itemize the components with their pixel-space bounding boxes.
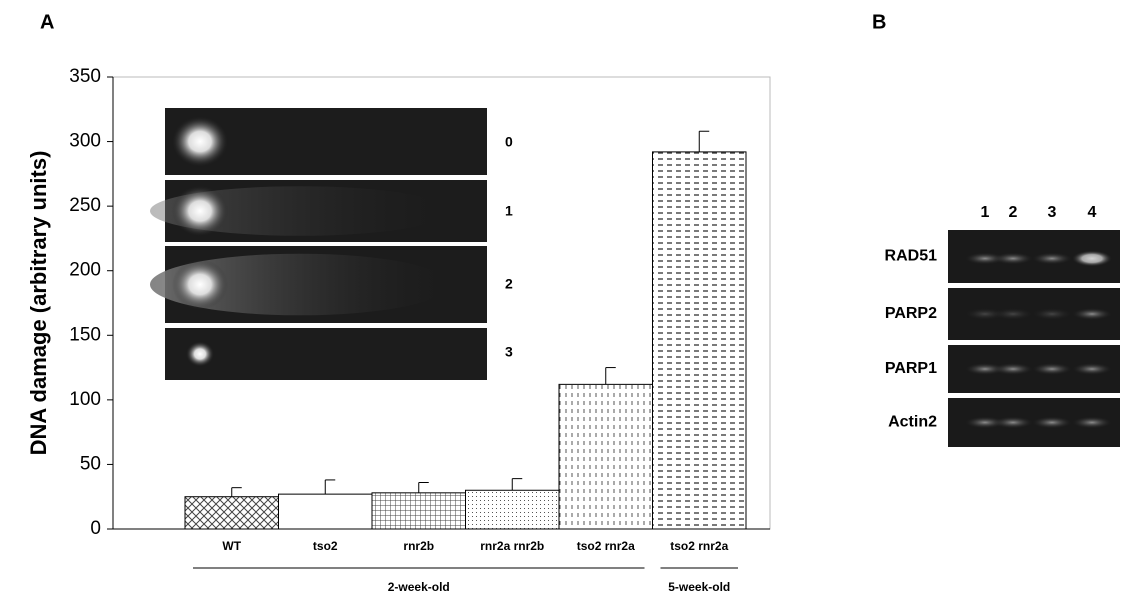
y-tick-label: 250 <box>69 195 101 216</box>
bar <box>559 384 653 529</box>
gel-band <box>993 308 1033 320</box>
y-tick-label: 0 <box>90 518 101 539</box>
x-tick-label: tso2 rnr2a <box>670 539 728 553</box>
gel-band <box>1072 363 1112 375</box>
gel-row-label: RAD51 <box>885 248 938 265</box>
comet-head <box>172 259 228 309</box>
x-tick-label: WT <box>222 539 241 553</box>
comet-head <box>186 341 214 366</box>
gel-band <box>1032 308 1072 320</box>
bar <box>653 152 747 529</box>
x-tick-label: rnr2b <box>403 539 434 553</box>
lane-label: 1 <box>981 204 990 221</box>
gel-band <box>1032 253 1072 265</box>
group-label: 2-week-old <box>388 580 450 594</box>
panel-label: A <box>40 11 54 33</box>
y-tick-label: 50 <box>80 453 101 474</box>
gel-band <box>993 363 1033 375</box>
gel-row-label: PARP2 <box>885 305 937 322</box>
gel-row-label: PARP1 <box>885 360 937 377</box>
comet-label: 1 <box>505 203 513 219</box>
panel-label: B <box>872 11 886 33</box>
y-tick-label: 200 <box>69 260 101 281</box>
gel-band <box>1072 417 1112 429</box>
group-label: 5-week-old <box>668 580 730 594</box>
lane-label: 3 <box>1048 204 1057 221</box>
gel-band <box>993 253 1033 265</box>
lane-label: 2 <box>1009 204 1018 221</box>
gel-band <box>1032 363 1072 375</box>
bar <box>279 494 373 529</box>
figure: A B DNA damage (arbitrary units) 0 50 100 1… <box>0 0 1124 599</box>
bar <box>185 497 279 529</box>
comet-label: 2 <box>505 276 513 292</box>
gel-row-label: Actin2 <box>888 414 937 431</box>
bar <box>466 490 560 529</box>
gel-band <box>993 417 1033 429</box>
y-tick-label: 150 <box>69 324 101 345</box>
lane-label: 4 <box>1088 204 1097 221</box>
gel-band <box>1072 251 1112 267</box>
comet-head <box>172 186 228 236</box>
y-tick-label: 100 <box>69 389 101 410</box>
x-tick-label: rnr2a rnr2b <box>480 539 544 553</box>
y-tick-label: 300 <box>69 131 101 152</box>
y-axis-label: DNA damage (arbitrary units) <box>26 151 51 456</box>
y-tick-label: 350 <box>69 66 101 87</box>
bar <box>372 493 466 529</box>
x-tick-label: tso2 <box>313 539 338 553</box>
gel-band <box>1032 417 1072 429</box>
comet-label: 3 <box>505 344 513 360</box>
x-tick-label: tso2 rnr2a <box>577 539 635 553</box>
gel-band <box>1072 308 1112 320</box>
comet-head <box>172 116 228 166</box>
comet-label: 0 <box>505 134 513 150</box>
